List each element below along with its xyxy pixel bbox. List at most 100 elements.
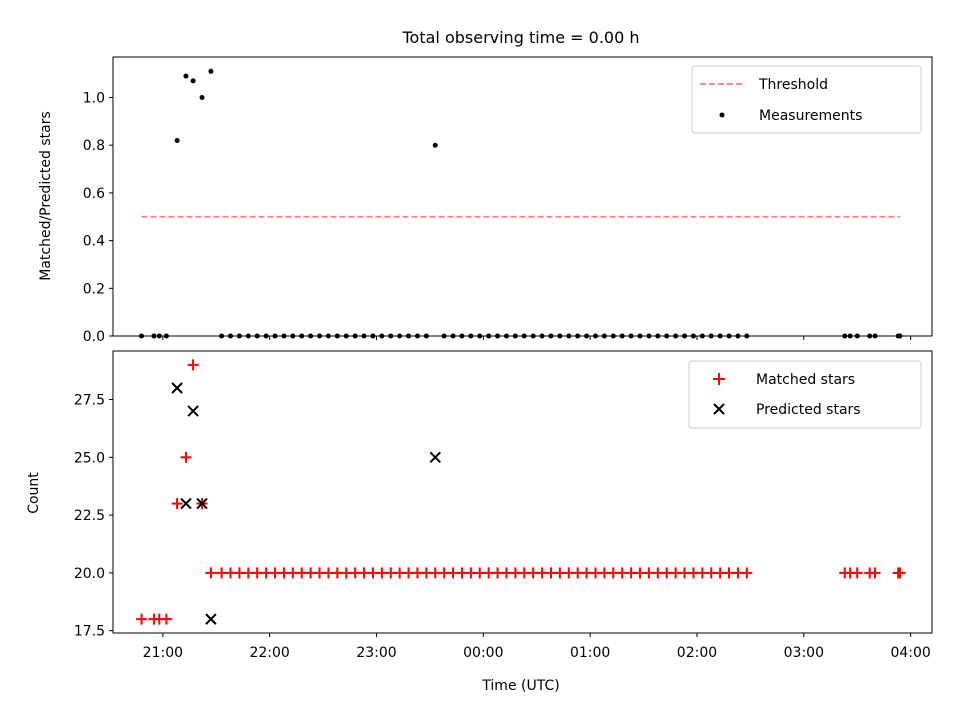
y-tick-label: 0.0 <box>83 329 105 345</box>
measurement-point <box>228 333 234 339</box>
measurement-point <box>690 333 696 339</box>
x-tick-label: 03:00 <box>784 645 824 661</box>
bottom-legend: Matched stars Predicted stars <box>688 360 922 429</box>
measurement-point <box>495 333 501 339</box>
measurement-point <box>628 333 634 339</box>
measurement-point <box>334 333 340 339</box>
top-y-axis: 0.0 0.2 0.4 0.6 0.8 1.0 <box>83 91 113 345</box>
measurement-point <box>459 333 465 339</box>
x-tick-label: 01:00 <box>570 645 610 661</box>
measurement-point <box>717 333 723 339</box>
measurement-point <box>163 333 169 339</box>
y-tick-label: 27.5 <box>74 393 105 409</box>
y-tick-label: 0.4 <box>83 234 105 250</box>
measurement-point <box>557 333 563 339</box>
measurement-point <box>521 333 527 339</box>
measurement-point <box>548 333 554 339</box>
measurement-point <box>236 333 242 339</box>
top-legend: Threshold Measurements <box>691 65 922 134</box>
y-tick-label: 17.5 <box>74 624 105 640</box>
measurement-point <box>637 333 643 339</box>
y-tick-label: 25.0 <box>74 450 105 466</box>
measurement-point <box>486 333 492 339</box>
measurement-point <box>744 333 750 339</box>
predicted-star-point <box>187 405 199 417</box>
measurement-point <box>199 95 205 101</box>
measurement-point <box>156 333 162 339</box>
measurement-point <box>190 78 196 84</box>
legend-matched-swatch <box>713 373 725 385</box>
measurement-point <box>361 333 367 339</box>
measurement-point <box>138 333 144 339</box>
measurement-point <box>872 333 878 339</box>
measurement-point <box>414 333 420 339</box>
measurement-point <box>352 333 358 339</box>
top-subplot: 0.0 0.2 0.4 0.6 0.8 1.0 Matched/Predicted sta… <box>38 56 933 345</box>
measurement-point <box>664 333 670 339</box>
measurement-point <box>575 333 581 339</box>
legend-predicted-label: Predicted stars <box>756 402 861 418</box>
measurement-point <box>867 333 873 339</box>
measurement-point <box>370 333 376 339</box>
measurement-point <box>468 333 474 339</box>
chart-title: Total observing time = 0.00 h <box>401 28 639 47</box>
y-tick-label: 0.6 <box>83 186 105 202</box>
measurement-point <box>530 333 536 339</box>
measurement-point <box>254 333 260 339</box>
legend-matched-label: Matched stars <box>756 372 855 388</box>
matched-star-point <box>205 567 217 579</box>
predicted-star-point <box>180 497 192 510</box>
x-axis-label: Time (UTC) <box>481 678 559 694</box>
measurement-point <box>539 333 545 339</box>
measurement-point <box>432 142 438 148</box>
measurement-point <box>897 333 903 339</box>
measurement-point <box>708 333 714 339</box>
top-y-axis-label: Matched/Predicted stars <box>38 111 54 281</box>
measurement-point <box>325 333 331 339</box>
measurement-point <box>263 333 269 339</box>
stars-group <box>135 359 906 625</box>
measurement-point <box>423 333 429 339</box>
measurement-point <box>847 333 853 339</box>
x-tick-label: 21:00 <box>143 645 183 661</box>
measurement-point <box>854 333 860 339</box>
measurement-point <box>512 333 518 339</box>
x-tick-label: 00:00 <box>463 645 503 661</box>
y-tick-label: 1.0 <box>83 91 105 107</box>
matched-star-point <box>741 567 753 579</box>
y-tick-label: 0.2 <box>83 281 105 297</box>
matched-star-point <box>180 451 192 463</box>
bottom-y-axis: 17.5 20.0 22.5 25.0 27.5 <box>74 393 113 640</box>
measurement-point <box>699 333 705 339</box>
y-tick-label: 0.8 <box>83 138 105 154</box>
measurement-point <box>646 333 652 339</box>
top-x-axis-ticks <box>162 336 912 340</box>
measurement-point <box>245 333 251 339</box>
measurement-point <box>592 333 598 339</box>
matched-star-point <box>160 613 172 625</box>
measurement-point <box>673 333 679 339</box>
measurement-point <box>290 333 296 339</box>
measurement-point <box>308 333 314 339</box>
bottom-y-axis-label: Count <box>26 472 42 514</box>
predicted-star-point <box>205 613 217 625</box>
top-legend-box <box>691 65 922 134</box>
predicted-star-point <box>171 382 183 394</box>
matched-star-point <box>869 567 881 579</box>
matched-star-point <box>851 567 863 579</box>
matched-star-point <box>135 613 147 625</box>
predicted-star-point <box>429 451 441 464</box>
measurement-point <box>682 333 688 339</box>
measurements-group <box>138 68 903 339</box>
legend-threshold-label: Threshold <box>758 77 828 93</box>
measurement-point <box>281 333 287 339</box>
measurement-point <box>397 333 403 339</box>
measurement-point <box>183 73 189 79</box>
measurement-point <box>842 333 848 339</box>
x-tick-label: 22:00 <box>249 645 289 661</box>
x-tick-label: 02:00 <box>677 645 717 661</box>
legend-measurements-label: Measurements <box>759 108 862 124</box>
bottom-legend-box <box>688 360 922 429</box>
measurement-point <box>601 333 607 339</box>
